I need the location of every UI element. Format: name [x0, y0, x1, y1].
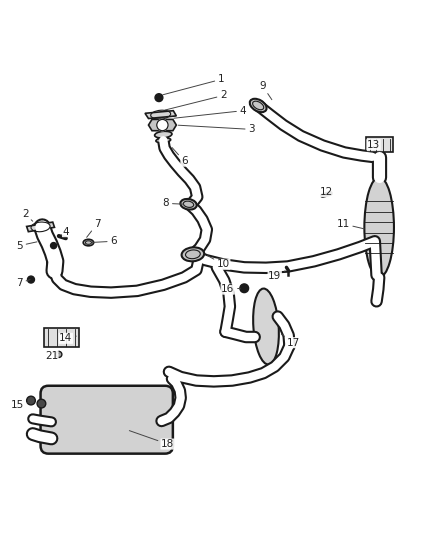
Ellipse shape — [83, 239, 94, 246]
Ellipse shape — [253, 288, 279, 365]
Text: 14: 14 — [59, 333, 76, 343]
Text: 13: 13 — [367, 140, 380, 150]
Text: 8: 8 — [162, 198, 184, 208]
Circle shape — [56, 351, 62, 358]
Circle shape — [155, 94, 163, 102]
Polygon shape — [148, 119, 177, 131]
Text: 2: 2 — [22, 209, 33, 221]
FancyBboxPatch shape — [41, 386, 173, 454]
Text: 18: 18 — [129, 431, 174, 449]
Circle shape — [27, 396, 35, 405]
Text: 10: 10 — [208, 256, 230, 269]
Bar — [44, 328, 79, 347]
Text: 2: 2 — [165, 91, 226, 110]
Text: 1: 1 — [163, 75, 225, 95]
Text: 15: 15 — [11, 400, 30, 410]
Text: 6: 6 — [92, 236, 117, 246]
Text: 7: 7 — [16, 278, 30, 288]
Ellipse shape — [155, 131, 172, 138]
Polygon shape — [27, 222, 54, 232]
Ellipse shape — [182, 247, 204, 261]
Text: 6: 6 — [172, 148, 187, 166]
Ellipse shape — [250, 99, 267, 112]
Text: 3: 3 — [178, 124, 255, 134]
Ellipse shape — [180, 199, 197, 209]
Ellipse shape — [364, 177, 394, 277]
Text: 19: 19 — [268, 271, 285, 281]
Polygon shape — [145, 111, 177, 118]
Text: 12: 12 — [320, 187, 334, 197]
Circle shape — [157, 119, 168, 131]
Ellipse shape — [156, 138, 171, 143]
Circle shape — [240, 284, 249, 293]
Text: 7: 7 — [87, 219, 100, 237]
Text: 16: 16 — [221, 284, 240, 294]
Text: 4: 4 — [61, 227, 69, 237]
Text: 4: 4 — [174, 106, 246, 118]
Text: 9: 9 — [259, 81, 272, 100]
Circle shape — [37, 399, 46, 408]
Text: 21: 21 — [45, 351, 59, 361]
Text: 11: 11 — [336, 219, 364, 229]
Circle shape — [50, 243, 57, 249]
Circle shape — [28, 276, 35, 283]
Bar — [366, 137, 393, 152]
Text: 5: 5 — [16, 240, 37, 251]
Text: 17: 17 — [281, 334, 300, 348]
